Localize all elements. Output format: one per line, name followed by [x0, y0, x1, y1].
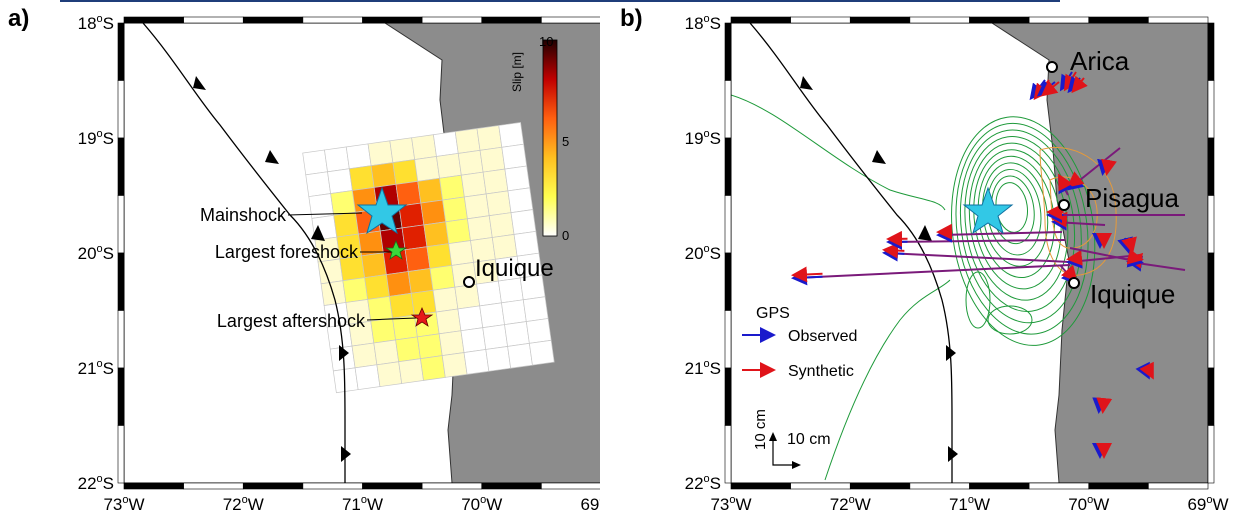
lat-tick-label: 19oS: [685, 128, 721, 148]
arica-marker: [1046, 61, 1058, 73]
mainshock-label: Mainshock: [200, 205, 287, 225]
panel-b-label: b): [620, 5, 643, 32]
gps-vectors: [791, 71, 1186, 459]
trench-line: [749, 23, 953, 483]
lon-tick-label: 73oW: [103, 494, 144, 514]
slip-grid: [302, 122, 555, 394]
map-frame-ticks: [724, 16, 1215, 490]
aftershock-label: Largest aftershock: [217, 311, 366, 331]
pisagua-label: Pisagua: [1085, 183, 1179, 213]
iquique-marker: [463, 276, 475, 288]
scale-horizontal-label: 10 cm: [787, 431, 831, 448]
arica-label: Arica: [1070, 46, 1130, 76]
lon-tick-label: 70oW: [461, 494, 502, 514]
lat-tick-label: 18oS: [78, 13, 114, 33]
lon-tick-label: 69oW: [1187, 494, 1228, 514]
legend-observed-label: Observed: [788, 328, 857, 345]
aftershock-star: [410, 306, 434, 327]
colorbar-mid-label: 5: [562, 134, 569, 149]
lat-tick-label: 19oS: [78, 128, 114, 148]
top-rule: [60, 0, 1060, 2]
lat-tick-label: 18oS: [685, 13, 721, 33]
colorbar-title: Slip [m]: [510, 52, 524, 92]
pisagua-marker: [1058, 199, 1070, 211]
lat-tick-label: 20oS: [685, 243, 721, 263]
lat-tick-label: 22oS: [685, 473, 721, 493]
colorbar-min-label: 0: [562, 228, 569, 243]
iquique-label-b: Iquique: [1090, 279, 1175, 309]
trench-teeth: [193, 76, 351, 462]
mainshock-star: [356, 186, 408, 235]
lat-tick-label: 21oS: [685, 358, 721, 378]
trench-line: [142, 23, 346, 483]
legend-title: GPS: [756, 305, 790, 322]
scale-bar: [772, 437, 797, 466]
lat-tick-label: 22oS: [78, 473, 114, 493]
lon-tick-label: 72oW: [223, 494, 264, 514]
lon-tick-label: 73oW: [710, 494, 751, 514]
iquique-label-a: Iquique: [475, 255, 554, 282]
legend-synthetic-label: Synthetic: [788, 363, 854, 380]
lat-tick-label: 21oS: [78, 358, 114, 378]
lon-tick-label: 69oW: [580, 494, 600, 514]
lon-tick-label: 70oW: [1068, 494, 1109, 514]
trench-teeth: [800, 76, 958, 462]
map-frame-ticks: [117, 16, 600, 490]
lon-tick-label: 72oW: [830, 494, 871, 514]
foreshock-label: Largest foreshock: [215, 242, 359, 262]
lat-tick-label: 20oS: [78, 243, 114, 263]
scale-vertical-label: 10 cm: [752, 409, 769, 450]
epicenter-star: [962, 186, 1014, 235]
colorbar-max-label: 10: [539, 34, 553, 49]
iquique-marker: [1068, 277, 1080, 289]
panel-a-label: a): [8, 5, 29, 32]
lon-tick-label: 71oW: [949, 494, 990, 514]
slip-colorbar: 10 5 0 Slip [m]: [510, 34, 569, 243]
foreshock-star: [384, 239, 408, 260]
lon-tick-label: 71oW: [342, 494, 383, 514]
